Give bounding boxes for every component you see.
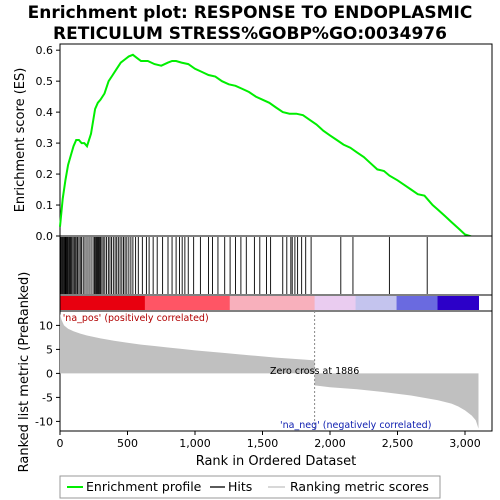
x-tick-label: 1,000: [179, 437, 211, 450]
gradient-segment: [396, 296, 439, 310]
x-tick-label: 0: [57, 437, 64, 450]
es-y-tick-label: 0.5: [36, 75, 54, 88]
x-axis: 0 500 1,000 1,500 2,000 2,500 3,000: [57, 431, 481, 450]
neg-correlated-label: 'na_neg' (negatively correlated): [280, 420, 431, 431]
es-panel-frame: [59, 43, 493, 237]
x-tick-label: 1,500: [247, 437, 279, 450]
legend-label-ranking-metric: Ranking metric scores: [290, 479, 429, 494]
es-y-tick-label: 0.3: [36, 137, 54, 150]
metric-y-tick-label: -10: [35, 415, 53, 428]
metric-panel: -10 -5 0 5 10 'na_pos' (positively correlate…: [17, 272, 493, 473]
enrichment-profile-line: [59, 53, 479, 238]
legend: Enrichment profile Hits Ranking metric s…: [59, 475, 441, 499]
es-y-axis-label: Enrichment score (ES): [13, 68, 28, 213]
gradient-segment: [144, 296, 231, 310]
es-y-tick-label: 0.4: [36, 106, 54, 119]
gradient-segment: [60, 296, 146, 310]
gradient-segment: [355, 296, 398, 310]
metric-y-tick-label: 10: [39, 319, 53, 332]
pos-correlated-label: 'na_pos' (positively correlated): [63, 313, 209, 324]
gradient-segment: [314, 296, 357, 310]
chart-title-line-1: Enrichment plot: RESPONSE TO ENDOPLASMIC: [28, 3, 473, 23]
metric-y-tick-label: 5: [46, 343, 53, 356]
x-tick-label: 2,000: [314, 437, 346, 450]
gradient-segment: [229, 296, 316, 310]
gradient-panel: [59, 294, 493, 312]
ranking-metric-area: [60, 313, 479, 429]
x-axis-label: Rank in Ordered Dataset: [196, 454, 357, 469]
metric-y-axis-label: Ranked list metric (PreRanked): [17, 272, 32, 473]
x-tick-label: 2,500: [382, 437, 414, 450]
hits-panel-frame: [59, 235, 493, 296]
es-y-tick-label: 0.0: [36, 230, 54, 243]
metric-y-tick-label: 0: [46, 367, 53, 380]
legend-label-enrichment-profile: Enrichment profile: [86, 479, 202, 494]
es-y-tick-label: 0.1: [36, 199, 54, 212]
hits-panel: [59, 235, 493, 296]
zero-cross-label: Zero cross at 1886: [270, 366, 359, 377]
chart-title-line-2: RETICULUM STRESS%GOBP%GO:0034976: [53, 24, 447, 44]
gradient-segment: [437, 296, 479, 310]
x-tick-label: 3,000: [449, 437, 481, 450]
es-panel: 0.0 0.1 0.2 0.3 0.4 0.5 0.6 Enrichment score (…: [13, 43, 493, 243]
es-y-tick-label: 0.6: [36, 44, 54, 57]
legend-frame: [59, 475, 441, 499]
es-y-tick-label: 0.2: [36, 168, 54, 181]
metric-y-tick-label: -5: [42, 391, 53, 404]
x-tick-label: 500: [117, 437, 138, 450]
legend-label-hits: Hits: [228, 479, 252, 494]
